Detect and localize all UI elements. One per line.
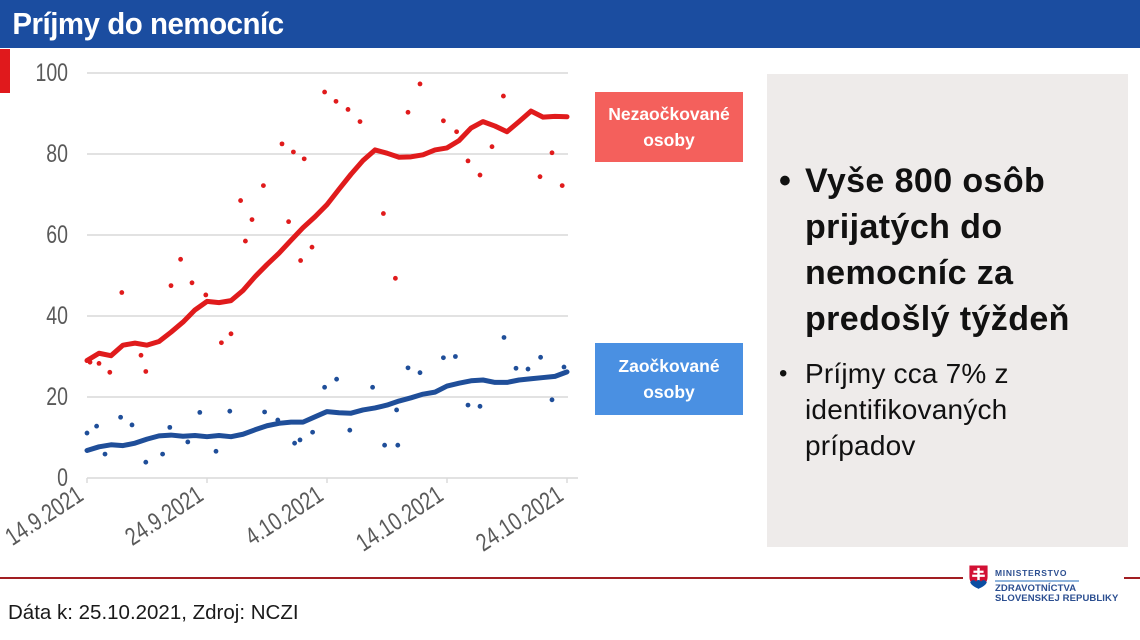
svg-text:60: 60 <box>46 221 68 249</box>
svg-text:0: 0 <box>57 464 68 492</box>
coat-of-arms-icon <box>968 564 989 589</box>
svg-text:14.9.2021: 14.9.2021 <box>0 480 88 551</box>
bullet-secondary-text: Príjmy cca 7% z identifikovaných prípado… <box>805 358 1009 461</box>
svg-text:4.10.2021: 4.10.2021 <box>240 480 328 551</box>
logo-line3: SLOVENSKEJ REPUBLIKY <box>995 592 1119 604</box>
legend-vaccinated: Zaočkované osoby <box>595 343 743 415</box>
page-title: Príjmy do nemocníc <box>12 6 284 41</box>
accent-bar <box>0 49 10 93</box>
logo-rule <box>995 580 1079 582</box>
bullet-main-text: Vyše 800 osôb prijatých do nemocníc za p… <box>805 162 1070 338</box>
svg-text:40: 40 <box>46 302 68 330</box>
title-bar: Príjmy do nemocníc <box>0 0 1140 48</box>
logo-line2: ZDRAVOTNÍCTVA <box>995 582 1077 594</box>
svg-text:100: 100 <box>35 59 68 87</box>
legend-vaccinated-label: Zaočkované osoby <box>618 356 720 402</box>
logo-line1: MINISTERSTVO <box>995 568 1068 578</box>
bullet-icon: • <box>779 162 792 200</box>
svg-text:24.10.2021: 24.10.2021 <box>471 480 568 557</box>
svg-text:80: 80 <box>46 140 68 168</box>
footer-divider <box>0 577 963 579</box>
svg-text:20: 20 <box>46 383 68 411</box>
bullet-main: • Vyše 800 osôb prijatých do nemocníc za… <box>779 158 1115 342</box>
source-note: Dáta k: 25.10.2021, Zdroj: NCZI <box>8 601 299 624</box>
legend-unvaccinated: Nezaočkované osoby <box>595 92 743 162</box>
footer-divider-right <box>1124 577 1140 579</box>
bullet-icon: • <box>779 360 788 387</box>
bullet-secondary: • Príjmy cca 7% z identifikovaných prípa… <box>779 356 1059 464</box>
ministry-logo: MINISTERSTVO ZDRAVOTNÍCTVA SLOVENSKEJ RE… <box>968 564 1118 604</box>
svg-text:14.10.2021: 14.10.2021 <box>351 480 448 557</box>
legend-unvaccinated-label: Nezaočkované osoby <box>608 104 730 150</box>
svg-text:24.9.2021: 24.9.2021 <box>120 480 208 551</box>
info-panel: • Vyše 800 osôb prijatých do nemocníc za… <box>767 74 1128 547</box>
